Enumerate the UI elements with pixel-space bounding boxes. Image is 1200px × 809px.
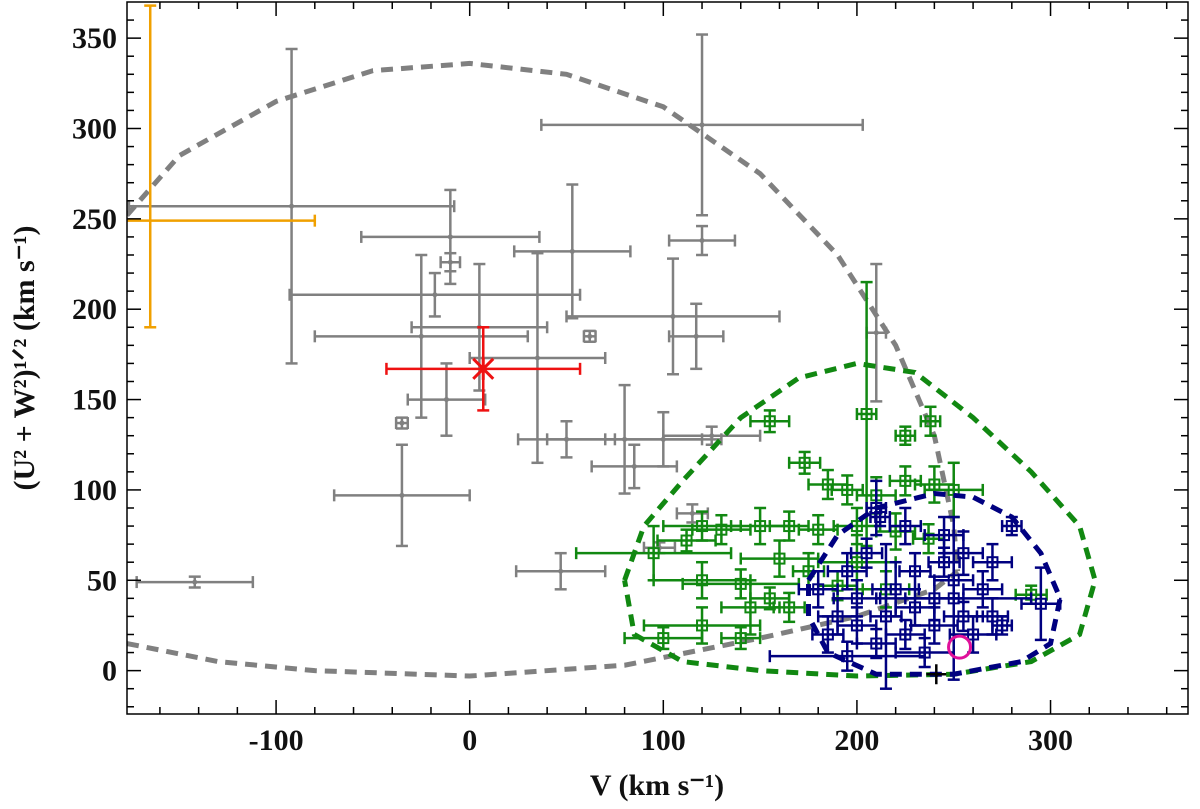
y-axis-label: (U² + W²)¹ᐟ² (km s⁻¹) [8,225,41,490]
point [976,583,989,596]
point [860,408,873,421]
frame [126,1,1189,715]
model-contour [622,360,1098,679]
model-contour [127,60,961,572]
point [928,619,941,632]
point [399,420,405,426]
y-tick-label: 200 [72,293,117,326]
point [587,333,593,339]
point [631,463,637,469]
y-tick-label: 50 [87,564,117,597]
point [996,619,1009,632]
point [148,219,152,223]
point [657,632,670,645]
point [744,601,757,614]
point [798,456,811,469]
point [696,619,709,632]
point [709,433,715,439]
point [432,292,438,298]
point [870,637,883,650]
point [289,203,295,209]
point [957,547,970,560]
point [763,592,776,605]
point [841,565,854,578]
point [909,601,922,614]
x-tick-label: -100 [249,724,304,757]
point [899,520,912,533]
point [443,397,449,403]
point [564,436,570,442]
point [938,529,951,542]
point [889,583,902,596]
point [699,238,705,244]
point [447,259,453,265]
x-axis-label: V (km s⁻¹) [590,769,724,802]
point [689,510,695,516]
point [899,429,912,442]
point [874,511,887,524]
point [647,547,660,560]
point [569,248,575,254]
point [534,355,540,361]
point [873,330,879,336]
point [909,565,922,578]
point [399,492,405,498]
point [773,552,786,565]
point [812,523,825,536]
y-tick-label: 250 [72,203,117,236]
x-tick-label: 200 [834,724,879,757]
point [192,579,198,585]
x-tick-label: 0 [462,724,477,757]
point [447,234,453,240]
point [879,610,892,623]
x-tick-label: 300 [1028,724,1073,757]
y-tick-label: 350 [72,22,117,55]
point [812,583,825,596]
point [693,333,699,339]
plot-area [127,4,1098,690]
point [763,415,776,428]
point [558,568,564,574]
point [850,619,863,632]
point [947,634,973,660]
point [899,628,912,641]
y-tick-label: 0 [102,655,117,688]
point [1034,597,1047,610]
y-tick-label: 300 [72,112,117,145]
point [783,520,796,533]
point [696,520,709,533]
y-tick-label: 150 [72,384,117,417]
point [699,122,705,128]
point [841,483,854,496]
point [926,664,947,685]
model-contour [806,491,1063,677]
point [472,357,495,380]
x-tick-label: 100 [641,724,686,757]
point [1005,520,1018,533]
point [986,556,999,569]
point [967,628,980,641]
point [734,632,747,645]
point [783,601,796,614]
point [947,592,960,605]
point [850,592,863,605]
point [938,556,951,569]
y-tick-label: 100 [72,474,117,507]
point [924,415,937,428]
point [860,547,873,560]
point [715,523,728,536]
point [418,333,424,339]
model-contour [127,569,960,679]
point [734,577,747,590]
point [841,650,854,663]
point [850,556,863,569]
point [696,574,709,587]
point [821,628,834,641]
point [754,520,767,533]
point [899,474,912,487]
point [680,534,693,547]
point [670,313,676,319]
